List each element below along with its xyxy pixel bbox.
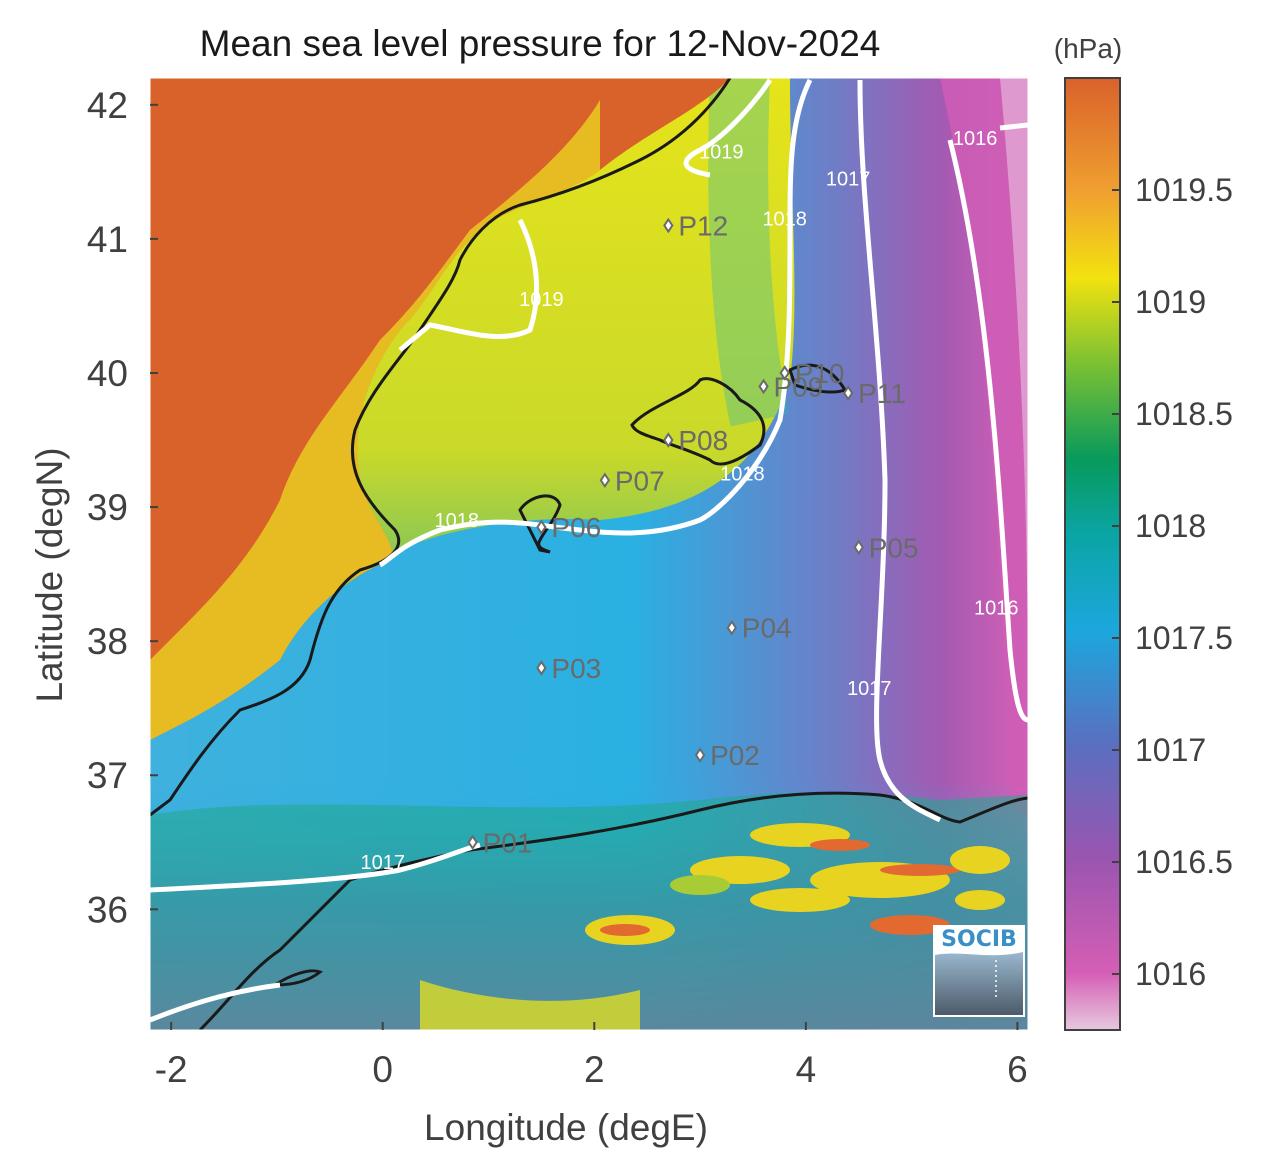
coastline	[150, 78, 1028, 1030]
contour-label: 1017	[847, 678, 892, 700]
y-axis-label: Latitude (degN)	[29, 447, 70, 702]
colorbar-tick-label: 1017.5	[1135, 620, 1233, 656]
colorbar-tick-label: 1018.5	[1135, 396, 1233, 432]
station-label: P07	[615, 465, 665, 496]
contour-label: 1017	[360, 852, 405, 874]
contour-label: 1016	[974, 597, 1019, 619]
contour-labels: 1016 1016 1017 1017 1017 1018 1018 1018 1019 1019	[360, 128, 1018, 874]
x-tick-label: 6	[1007, 1049, 1028, 1090]
colorbar-gradient	[1064, 77, 1121, 1031]
colorbar-ticks: 1019.5 1019 1018.5 1018 1017.5 1017 1016.5 1016	[1112, 172, 1233, 992]
colorbar: 1019.5 1019 1018.5 1018 1017.5 1017 1016.5 1016…	[1054, 33, 1233, 1031]
contour-label: 1016	[953, 128, 998, 150]
contour-label: 1019	[699, 141, 744, 163]
station-label: P03	[551, 653, 601, 684]
colorbar-tick-label: 1016	[1135, 956, 1206, 992]
contour-label: 1017	[826, 168, 871, 190]
colorbar-tick-label: 1016.5	[1135, 844, 1233, 880]
station-marker	[853, 539, 864, 556]
station-label: P05	[869, 532, 919, 563]
station-label: P01	[483, 827, 533, 858]
isobars	[150, 78, 1028, 1023]
station-marker	[758, 378, 769, 395]
colorbar-tick-label: 1019	[1135, 284, 1206, 320]
eastern-min-band	[1000, 78, 1028, 700]
eastern-low-band	[940, 78, 1028, 820]
isobar-1017	[857, 79, 942, 823]
station-marker	[694, 747, 706, 763]
station-marker	[536, 660, 547, 676]
contour-label: 1018	[720, 463, 765, 485]
station-marker	[663, 217, 674, 234]
station-label: P10	[795, 358, 845, 389]
colorbar-tick-label: 1018	[1135, 508, 1206, 544]
map-frame	[149, 77, 1029, 1031]
x-axis-label: Longitude (degE)	[424, 1107, 708, 1148]
station-label: P08	[678, 425, 728, 456]
station-marker	[536, 519, 547, 535]
y-tick-label: 41	[87, 219, 128, 260]
logo-text: SOCIB	[941, 927, 1017, 952]
station-label: P04	[742, 613, 792, 644]
chart-title: Mean sea level pressure for 12-Nov-2024	[200, 23, 881, 64]
contour-label: 1018	[762, 208, 807, 230]
x-tick-label: -2	[155, 1049, 188, 1090]
station-marker	[779, 365, 790, 381]
x-tick-label: 4	[796, 1049, 817, 1090]
contour-label: 1019	[519, 289, 564, 311]
station-marker	[467, 834, 478, 851]
y-tick-label: 40	[87, 353, 128, 394]
y-axis-ticks: 42 41 40 39 38 37 36	[87, 85, 158, 930]
y-tick-label: 39	[87, 487, 128, 528]
station-label: P11	[858, 378, 906, 409]
x-tick-label: 2	[584, 1049, 605, 1090]
station-label: P09	[774, 371, 824, 402]
socib-logo: SOCIB	[933, 925, 1025, 1017]
station-marker	[599, 472, 611, 489]
pressure-map: 1016 1016 1017 1017 1017 1018 1018 1018 1019 1019…	[150, 78, 1028, 1030]
x-axis-ticks: -2 0 2 4 6	[155, 1022, 1028, 1090]
africa-high-blobs	[585, 823, 1010, 945]
station-label: P02	[710, 740, 760, 771]
contour-label: 1018	[435, 510, 480, 532]
station-marker	[726, 619, 738, 636]
colorbar-unit: (hPa)	[1054, 33, 1122, 64]
colorbar-tick-label: 1019.5	[1135, 172, 1233, 208]
station-label: P12	[678, 210, 728, 241]
y-tick-label: 38	[87, 621, 128, 662]
land-north-africa	[150, 792, 1028, 1030]
isobar-1018	[378, 78, 813, 568]
isobar-1016	[947, 139, 1028, 723]
station-marker	[663, 432, 674, 448]
x-tick-label: 0	[372, 1049, 393, 1090]
y-tick-label: 42	[87, 85, 128, 126]
y-tick-label: 37	[87, 755, 128, 796]
isobar-1019	[683, 78, 773, 178]
colorbar-tick-label: 1017	[1135, 732, 1206, 768]
station-marker	[842, 385, 854, 401]
station-label: P06	[551, 512, 601, 543]
y-tick-label: 36	[87, 889, 128, 930]
